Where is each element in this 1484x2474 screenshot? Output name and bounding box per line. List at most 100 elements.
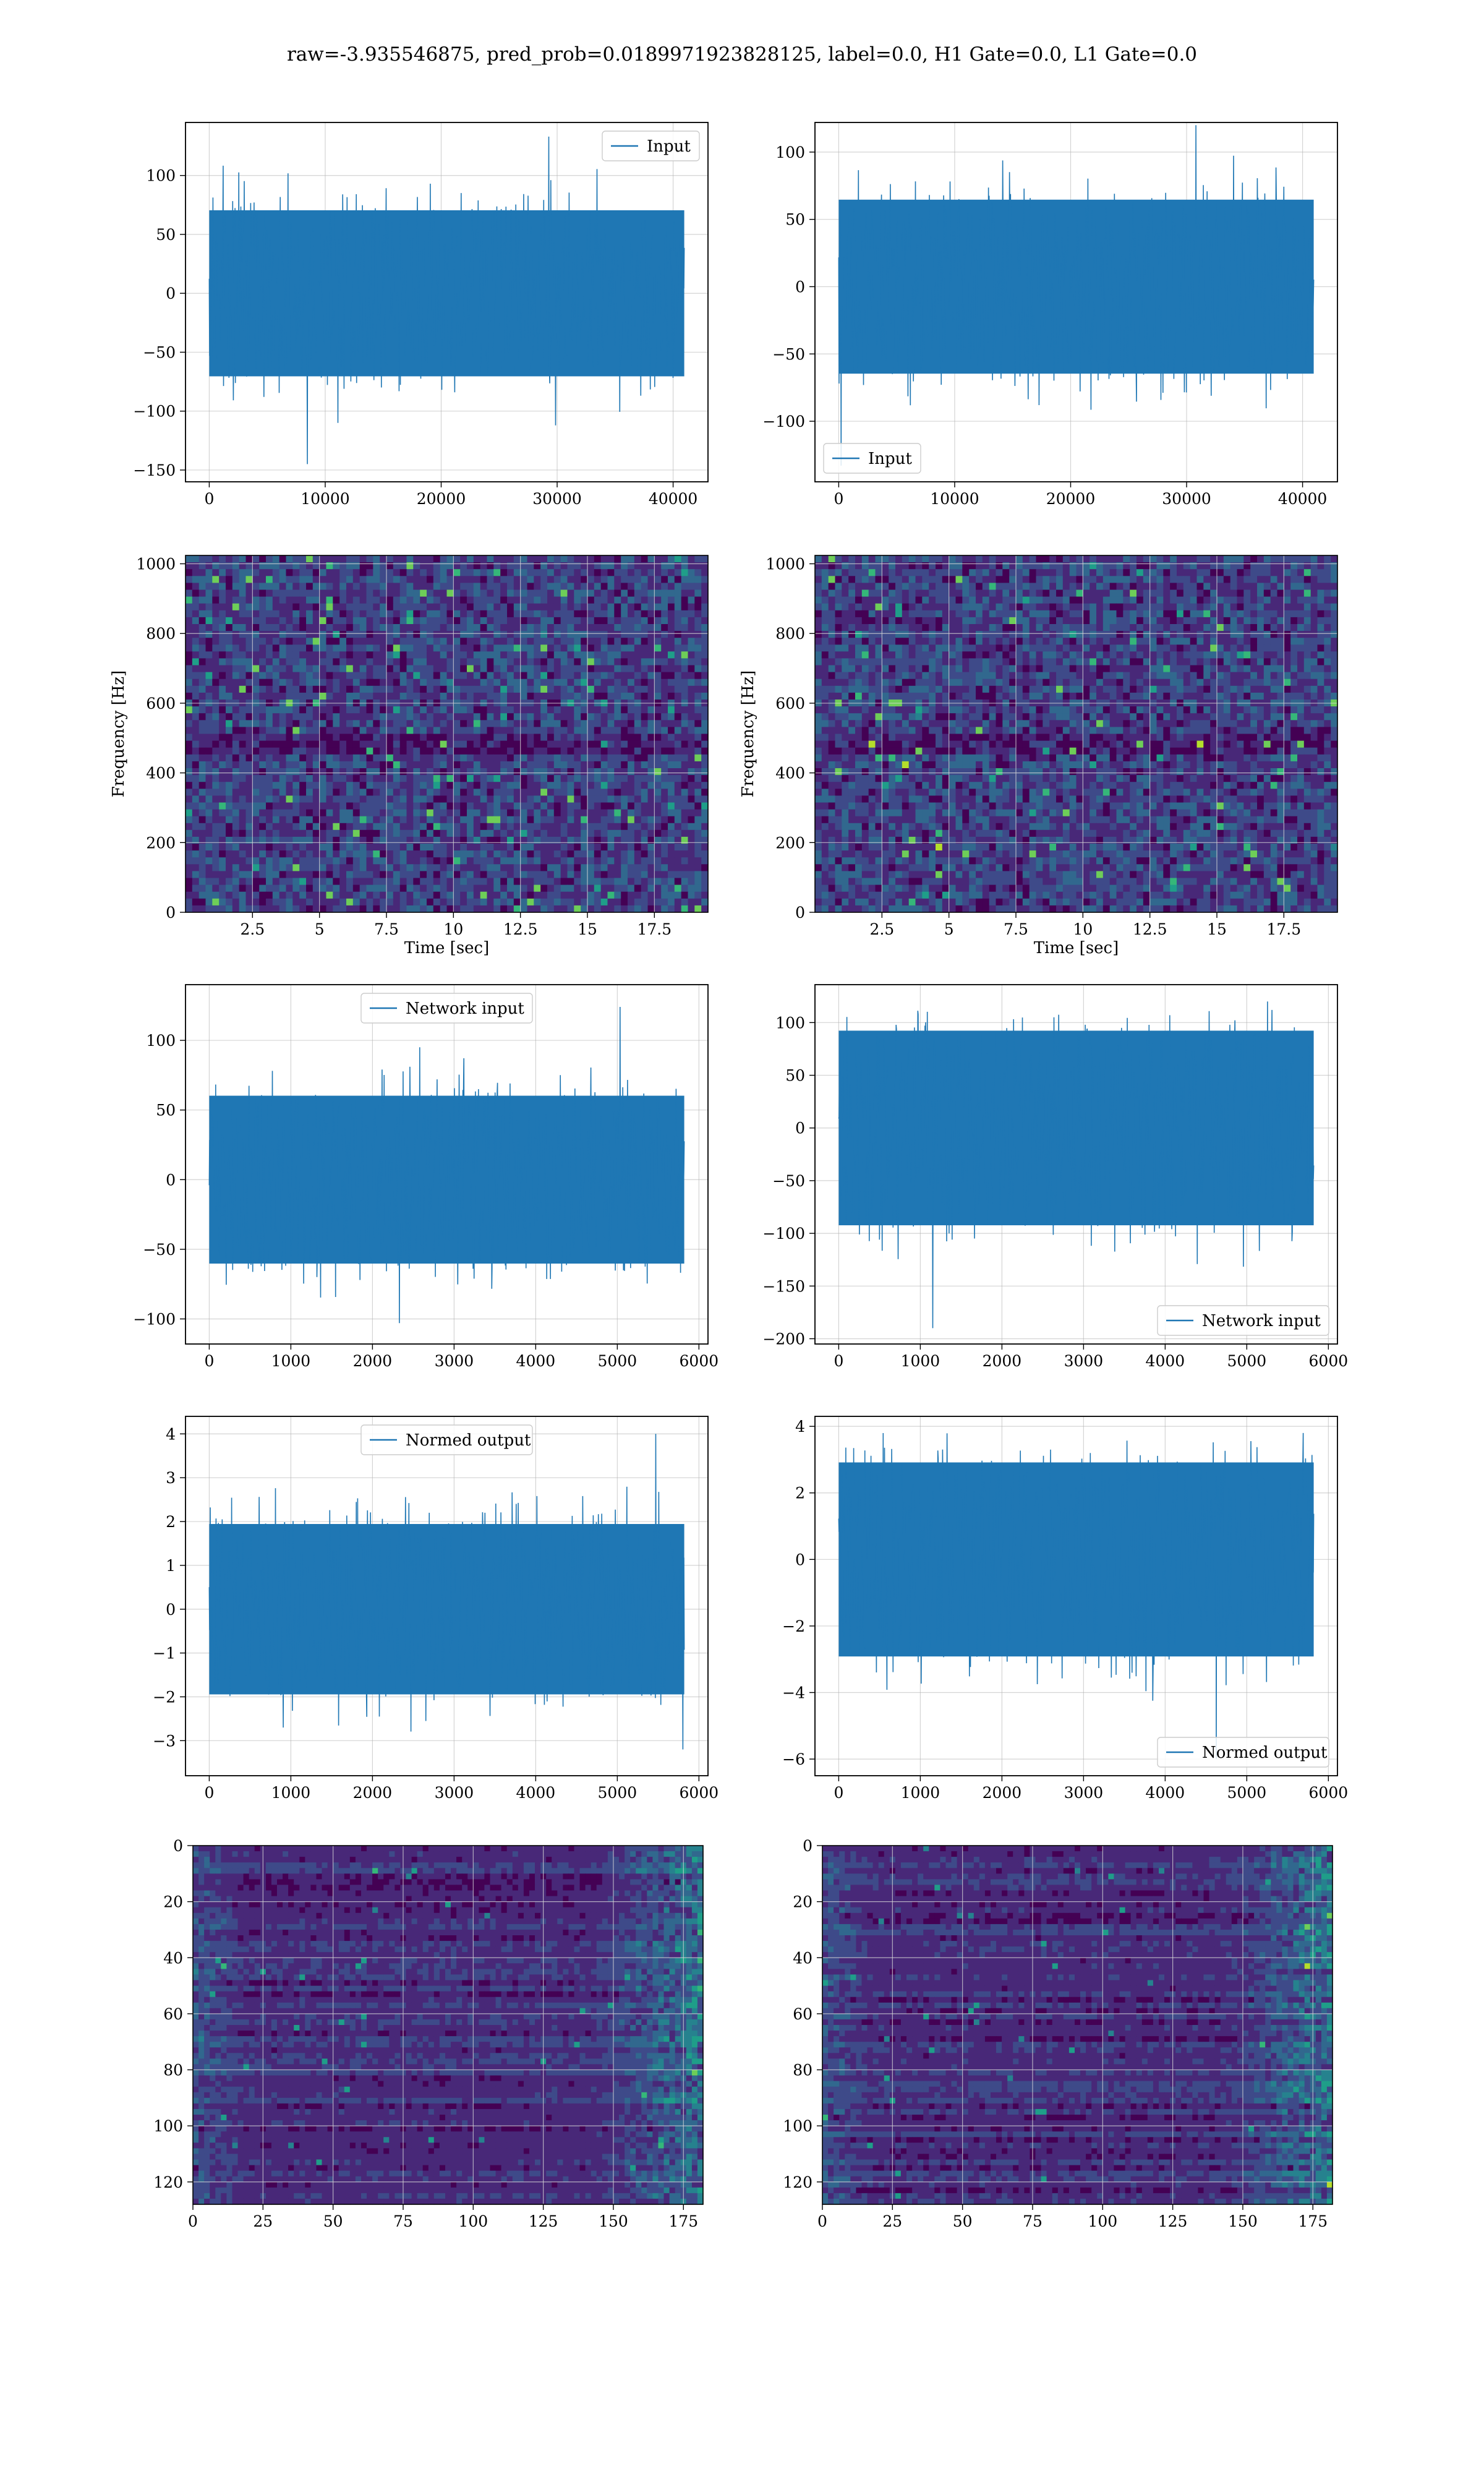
heat-cell bbox=[339, 741, 346, 748]
heat-cell bbox=[976, 569, 983, 576]
heat-cell bbox=[996, 555, 1003, 563]
heat-cell bbox=[420, 734, 427, 742]
heat-cell bbox=[393, 741, 400, 748]
heat-cell bbox=[420, 617, 427, 625]
heat-cell bbox=[212, 597, 219, 604]
heat-cell bbox=[1217, 604, 1224, 611]
heat-cell bbox=[540, 617, 547, 625]
heat-cell bbox=[212, 555, 219, 563]
heat-cell bbox=[493, 803, 500, 810]
heat-cell bbox=[232, 844, 239, 851]
heat-cell bbox=[681, 569, 688, 576]
heat-cell bbox=[320, 768, 326, 776]
heat-cell bbox=[969, 569, 976, 576]
heat-cell bbox=[594, 748, 601, 755]
heat-cell bbox=[393, 810, 400, 817]
heat-cell bbox=[447, 830, 454, 837]
heat-cell bbox=[534, 590, 540, 597]
heat-cell bbox=[199, 741, 206, 748]
heat-cell bbox=[1217, 597, 1224, 604]
heat-cell bbox=[694, 727, 701, 734]
heat-cell bbox=[460, 864, 467, 871]
heat-cell bbox=[259, 672, 266, 680]
heat-cell bbox=[226, 741, 232, 748]
heat-cell bbox=[514, 823, 521, 831]
heat-cell bbox=[534, 761, 540, 769]
heat-cell bbox=[581, 864, 587, 871]
heat-cell bbox=[186, 795, 192, 803]
heat-cell bbox=[1002, 617, 1009, 625]
heat-cell bbox=[433, 555, 440, 563]
heat-cell bbox=[460, 604, 467, 611]
heat-cell bbox=[252, 795, 259, 803]
heat-cell bbox=[628, 899, 634, 906]
heat-cell bbox=[433, 761, 440, 769]
heat-cell bbox=[246, 569, 253, 576]
heat-cell bbox=[527, 590, 534, 597]
heat-cell bbox=[367, 583, 373, 590]
heat-cell bbox=[192, 590, 199, 597]
heat-cell bbox=[701, 748, 708, 755]
heat-cell bbox=[320, 789, 326, 796]
heat-cell bbox=[1117, 555, 1124, 563]
heat-cell bbox=[675, 761, 681, 769]
heat-cell bbox=[561, 617, 568, 625]
heat-cell bbox=[614, 823, 621, 831]
heat-cell bbox=[400, 885, 407, 892]
heat-cell bbox=[393, 555, 400, 563]
heat-cell bbox=[554, 555, 561, 563]
heat-cell bbox=[299, 569, 306, 576]
heat-cell bbox=[299, 693, 306, 700]
heat-cell bbox=[916, 569, 923, 576]
heat-cell bbox=[219, 899, 226, 906]
heat-cell bbox=[487, 658, 494, 666]
heat-cell bbox=[621, 864, 628, 871]
heat-cell bbox=[246, 748, 253, 755]
heat-cell bbox=[239, 816, 246, 824]
heat-cell bbox=[360, 597, 367, 604]
heat-cell bbox=[259, 576, 266, 583]
heat-cell bbox=[1002, 583, 1009, 590]
heat-cell bbox=[641, 864, 648, 871]
heat-cell bbox=[587, 679, 594, 687]
heat-cell bbox=[949, 576, 956, 583]
heat-cell bbox=[186, 686, 192, 693]
heat-cell bbox=[447, 576, 454, 583]
heat-cell bbox=[962, 576, 969, 583]
heat-cell bbox=[527, 734, 534, 742]
heat-cell bbox=[654, 734, 661, 742]
heat-cell bbox=[292, 672, 299, 680]
heat-cell bbox=[641, 706, 648, 714]
heat-cell bbox=[259, 775, 266, 782]
heat-cell bbox=[568, 905, 574, 913]
heat-cell bbox=[634, 803, 641, 810]
heat-cell bbox=[969, 610, 976, 618]
heat-cell bbox=[192, 803, 199, 810]
heat-cell bbox=[621, 651, 628, 659]
heat-cell bbox=[246, 768, 253, 776]
heat-cell bbox=[1043, 590, 1049, 597]
heat-cell bbox=[186, 658, 192, 666]
heat-cell bbox=[427, 555, 433, 563]
heat-cell bbox=[427, 624, 433, 631]
heat-cell bbox=[226, 871, 232, 878]
heat-cell bbox=[212, 789, 219, 796]
heat-cell bbox=[942, 604, 949, 611]
heat-cell bbox=[1136, 576, 1143, 583]
heat-cell bbox=[1277, 562, 1284, 570]
heat-cell bbox=[1002, 604, 1009, 611]
heat-cell bbox=[1096, 555, 1103, 563]
heat-cell bbox=[299, 816, 306, 824]
heat-cell bbox=[474, 850, 480, 858]
heat-cell bbox=[346, 583, 353, 590]
heat-cell bbox=[373, 810, 380, 817]
heat-cell bbox=[540, 666, 547, 673]
heat-cell bbox=[641, 583, 648, 590]
heat-cell bbox=[420, 830, 427, 837]
heat-cell bbox=[521, 830, 527, 837]
heat-cell bbox=[842, 624, 848, 631]
heat-cell bbox=[367, 775, 373, 782]
heat-cell bbox=[320, 583, 326, 590]
heat-cell bbox=[540, 789, 547, 796]
heat-cell bbox=[561, 679, 568, 687]
